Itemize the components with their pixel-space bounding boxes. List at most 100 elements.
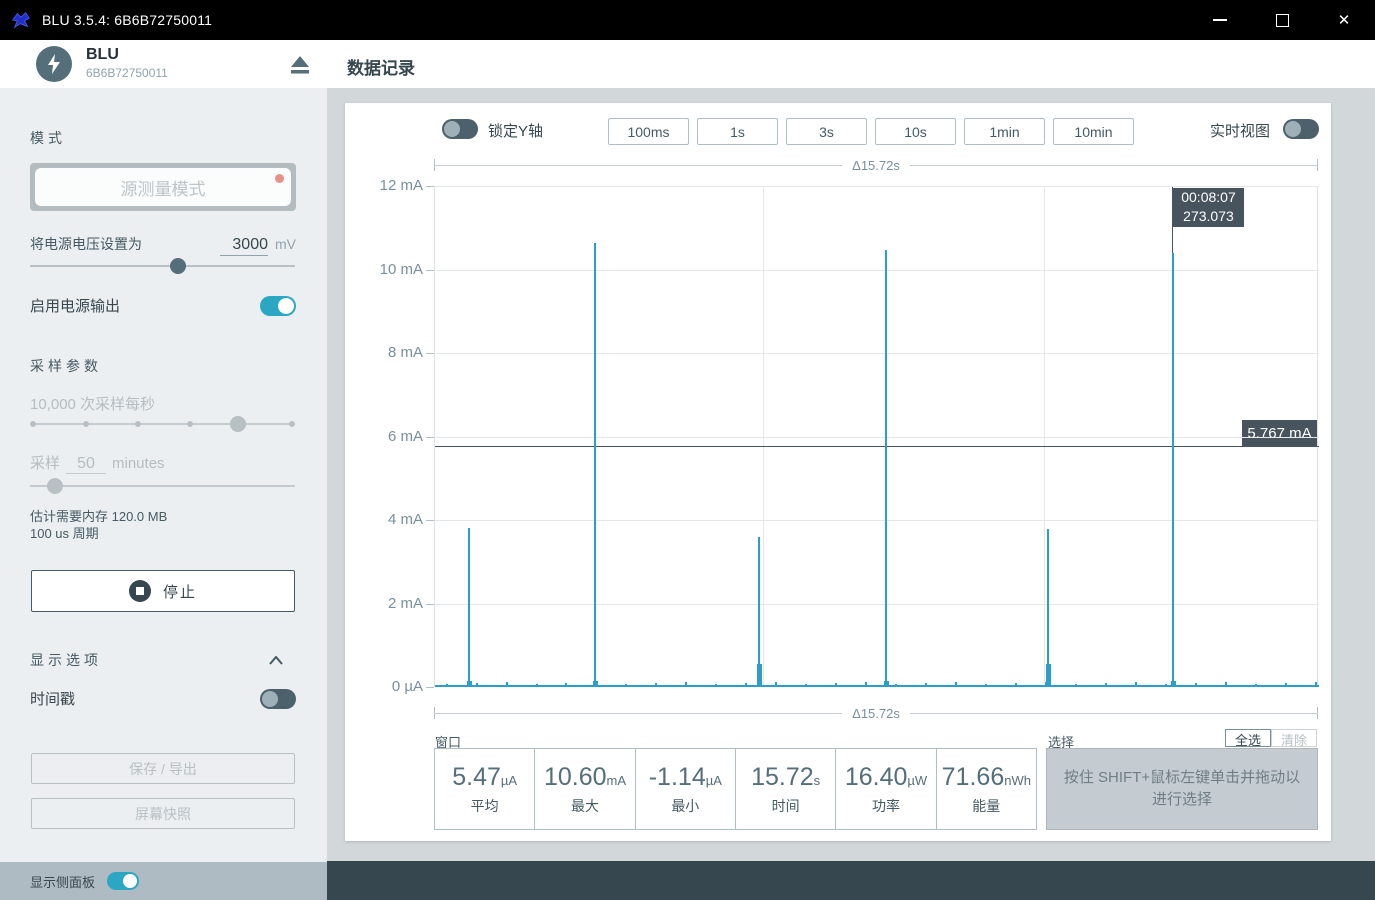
stat-cell-最小: -1.14µA 最小: [636, 749, 736, 829]
voltage-slider[interactable]: [30, 258, 295, 274]
chart-card: 锁定Y轴 100ms 1s 3s 10s 1min 10min 实时视图 Δ15.72s …: [345, 103, 1331, 841]
baseline-blip: [505, 682, 508, 687]
current-spike: [758, 537, 761, 687]
selection-hint: 按住 SHIFT+鼠标左键单击并拖动以进行选择: [1063, 769, 1301, 808]
stat-label: 时间: [771, 797, 800, 814]
minimize-button[interactable]: [1189, 0, 1251, 40]
selection-caption: 选择: [1048, 735, 1075, 750]
time-window-button-10min[interactable]: 10min: [1053, 118, 1134, 145]
y-tick-label: 12 mA: [379, 177, 423, 194]
duration-slider[interactable]: [30, 478, 295, 494]
lock-y-axis-toggle[interactable]: [442, 119, 478, 139]
stat-cell-功率: 16.40µW 功率: [836, 749, 937, 829]
voltage-input[interactable]: 3000: [220, 236, 268, 256]
duration-input[interactable]: 50: [66, 455, 107, 474]
stat-label: 最小: [671, 797, 700, 814]
y-tick-mark: [426, 520, 434, 521]
device-name: BLU: [86, 46, 119, 63]
duration-unit: minutes: [112, 455, 165, 472]
marker-line[interactable]: [435, 446, 1319, 448]
stat-value: 71.66nWh: [941, 762, 1031, 791]
y-tick-label: 6 mA: [387, 427, 423, 445]
gridline-h: [435, 186, 1319, 187]
baseline-blip: [685, 682, 688, 687]
stat-cell-平均: 5.47µA 平均: [435, 749, 536, 829]
gridline-h: [435, 520, 1319, 521]
voltage-unit: mV: [275, 236, 296, 252]
baseline-blip: [775, 682, 778, 687]
current-spike: [1047, 528, 1050, 687]
cursor-value: 273.073: [1183, 208, 1234, 224]
selection-box[interactable]: 按住 SHIFT+鼠标左键单击并拖动以进行选择: [1046, 748, 1318, 830]
device-serial: 6B6B72750011: [86, 66, 168, 80]
stat-cell-能量: 71.66nWh 能量: [937, 749, 1036, 829]
y-tick-mark: [426, 269, 434, 271]
time-span-label-top: Δ15.72s: [852, 157, 900, 173]
power-output-label: 启用电源输出: [30, 298, 121, 315]
sampling-rate-slider[interactable]: [30, 416, 295, 432]
gridline-h: [435, 269, 1319, 271]
mode-status-dot: [275, 174, 284, 183]
time-window-button-3s[interactable]: 3s: [786, 118, 867, 145]
stat-value: -1.14µA: [648, 762, 722, 791]
y-tick-label: 4 mA: [387, 511, 423, 528]
mode-selector[interactable]: 源测量模式: [30, 163, 296, 211]
side-panel-bar: 显示侧面板: [0, 862, 327, 900]
time-span-label-bottom: Δ15.72s: [852, 705, 900, 721]
y-tick-label: 0 µA: [391, 678, 423, 695]
stat-value: 15.72s: [751, 762, 821, 791]
current-spike: [594, 243, 596, 687]
time-window-button-1min[interactable]: 1min: [964, 118, 1045, 145]
voltage-label: 将电源电压设置为: [30, 236, 142, 252]
select-all-button[interactable]: 全选: [1225, 729, 1271, 748]
show-side-panel-toggle[interactable]: [107, 872, 140, 890]
baseline: [435, 685, 1319, 687]
stat-label: 最大: [570, 797, 599, 814]
clear-selection-button: 清除: [1271, 729, 1317, 748]
chart-plot[interactable]: 5.767 mA 00:08:07 273.073: [434, 186, 1319, 687]
current-spike: [468, 527, 471, 687]
baseline-blip: [1224, 682, 1227, 687]
duration-prefix: 采样: [30, 455, 61, 472]
save-export-button[interactable]: 保存 / 导出: [31, 753, 295, 784]
stat-unit: µA: [705, 772, 722, 788]
time-window-button-100ms[interactable]: 100ms: [608, 118, 689, 145]
y-tick-mark: [426, 186, 434, 187]
timestamp-toggle[interactable]: [260, 688, 296, 709]
close-button[interactable]: ✕: [1337, 12, 1351, 29]
stat-label: 平均: [470, 797, 499, 814]
bottom-strip: [327, 861, 1375, 900]
cursor-time: 00:08:07: [1181, 189, 1236, 205]
cursor-tooltip: 00:08:07 273.073: [1172, 188, 1244, 227]
y-tick-mark: [426, 436, 434, 438]
stop-button[interactable]: 停止: [31, 570, 295, 612]
lock-y-axis-label: 锁定Y轴: [488, 123, 544, 140]
time-window-button-10s[interactable]: 10s: [875, 118, 956, 145]
timestamp-label: 时间戳: [30, 691, 76, 708]
live-view-toggle[interactable]: [1283, 119, 1319, 139]
power-output-toggle[interactable]: [260, 295, 296, 316]
stat-unit: s: [813, 772, 821, 788]
stop-icon: [128, 580, 151, 602]
eject-icon[interactable]: [288, 52, 312, 76]
stat-value: 5.47µA: [452, 762, 518, 791]
marker-value-badge: 5.767 mA: [1242, 420, 1317, 447]
mode-heading: 模式: [30, 130, 66, 146]
display-options-heading: 显示选项: [30, 652, 102, 668]
y-tick-label: 10 mA: [379, 260, 423, 278]
y-tick-label: 2 mA: [387, 594, 423, 612]
header: BLU 6B6B72750011 数据记录: [0, 40, 1375, 88]
app-logo-icon: [11, 11, 30, 29]
baseline-blip: [865, 682, 868, 687]
screenshot-button[interactable]: 屏幕快照: [31, 798, 295, 829]
time-span-ruler-bottom: Δ15.72s: [434, 705, 1318, 721]
stats-panel: 5.47µA 平均 10.60mA 最大 -1.14µA 最小 15.72s 时间 16.40µ…: [434, 748, 1037, 830]
chevron-up-icon[interactable]: [269, 655, 283, 665]
gridline-h: [435, 603, 1319, 605]
baseline-blip: [1044, 682, 1047, 687]
time-window-button-1s[interactable]: 1s: [697, 118, 778, 145]
stat-unit: µA: [500, 772, 518, 788]
maximize-button[interactable]: [1251, 0, 1313, 40]
tab-data-logger[interactable]: 数据记录: [347, 59, 415, 78]
